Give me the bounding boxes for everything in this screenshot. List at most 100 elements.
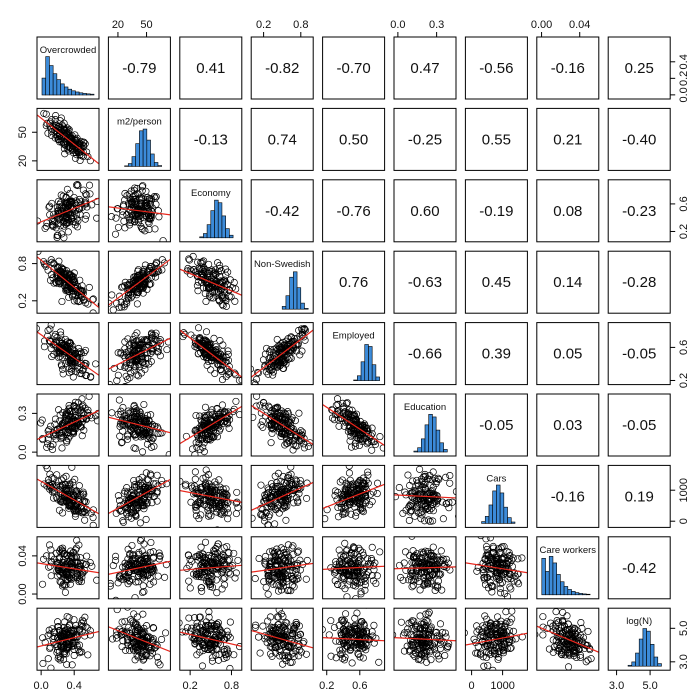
scatter-point [123,435,132,443]
scatter-point [360,565,368,574]
scatter-point [155,549,163,557]
scatter-point [68,367,76,376]
scatter-point [215,651,223,659]
scatter-point [45,430,53,438]
scatter-point [231,297,239,305]
scatter-points [37,536,99,596]
scatter-point [295,409,303,417]
histogram-bar [142,128,148,167]
scatter-point [437,547,445,555]
scatter-point [54,477,62,485]
correlation-value: 0.41 [196,60,225,77]
scatter-point [408,493,416,501]
correlation-value: 0.55 [482,131,511,148]
panel-3-5: -0.63 [393,250,457,314]
scatter-point [134,345,142,353]
scatter-point [360,575,368,583]
scatter-point [124,291,133,299]
scatter-point [277,492,285,500]
scatter-point [217,508,225,516]
correlation-value: -0.25 [408,131,442,148]
scatter-point [66,482,74,490]
scatter-point [139,213,147,221]
scatter-point [44,266,52,274]
scatter-point [218,294,226,302]
scatter-point [341,565,350,574]
scatter-point [142,650,150,658]
scatter-points [251,324,314,385]
scatter-point [363,424,371,432]
scatter-point [483,545,491,553]
panel-5-8: -0.05 [607,393,671,457]
scatter-point [267,559,275,567]
scatter-point [290,499,298,507]
scatter-point [68,568,76,576]
scatter-point [279,422,287,430]
scatter-point [277,552,286,561]
histogram-bar [139,130,144,167]
histogram [281,271,309,310]
panel-7-0 [36,536,100,600]
scatter-point [260,578,268,586]
scatter-point [385,453,391,459]
scatter-point [67,632,75,640]
scatter-point [218,510,226,518]
scatter-point [261,491,269,499]
scatter-point [76,144,84,152]
panel-0-7: -0.16 [536,36,600,100]
scatter-point [251,379,258,385]
scatter-point [125,576,133,584]
scatter-point [442,555,450,563]
scatter-point [74,399,82,407]
scatter-point [132,408,140,416]
scatter-point [197,584,205,592]
scatter-point [118,303,126,311]
scatter-point [207,485,215,493]
scatter-point [84,406,92,414]
scatter-point [49,274,57,282]
scatter-point [234,556,242,564]
scatter-point [130,288,138,296]
scatter-point [350,572,358,580]
scatter-point [219,565,227,573]
scatter-point [137,555,145,563]
scatter-point [222,302,230,310]
histogram-bar [229,234,234,239]
scatter-point [236,411,242,419]
scatter-point [51,330,60,339]
scatter-point [345,411,353,419]
panel-0-0: Overcrowded [36,36,100,100]
scatter-point [129,193,137,201]
scatter-point [88,414,96,422]
scatter-point [261,361,269,369]
scatter-point [281,441,289,449]
histogram-bar [586,593,591,596]
scatter-point [65,501,73,509]
scatter-point [480,574,488,582]
scatter-point [146,548,154,556]
scatter-point [273,335,281,344]
panel-border [250,107,314,171]
panel-border [107,250,171,314]
variable-name: Employed [332,331,374,342]
scatter-point [253,375,261,383]
scatter-point [123,484,131,492]
panel-border [536,322,600,386]
scatter-point [271,566,279,574]
panel-5-0 [36,393,100,457]
panel-3-7: 0.14 [536,250,600,314]
scatter-point [151,194,159,202]
panel-4-4: Employed [322,322,386,386]
scatter-point [66,189,74,197]
panel-1-3: 0.74 [250,107,314,171]
scatter-point [280,364,288,373]
scatter-points [108,608,171,671]
scatter-point [81,613,89,621]
scatter-point [297,427,305,435]
scatter-point [356,492,365,500]
fit-line [322,483,385,510]
scatter-point [51,420,59,428]
scatter-point [434,474,442,482]
scatter-point [147,273,156,281]
